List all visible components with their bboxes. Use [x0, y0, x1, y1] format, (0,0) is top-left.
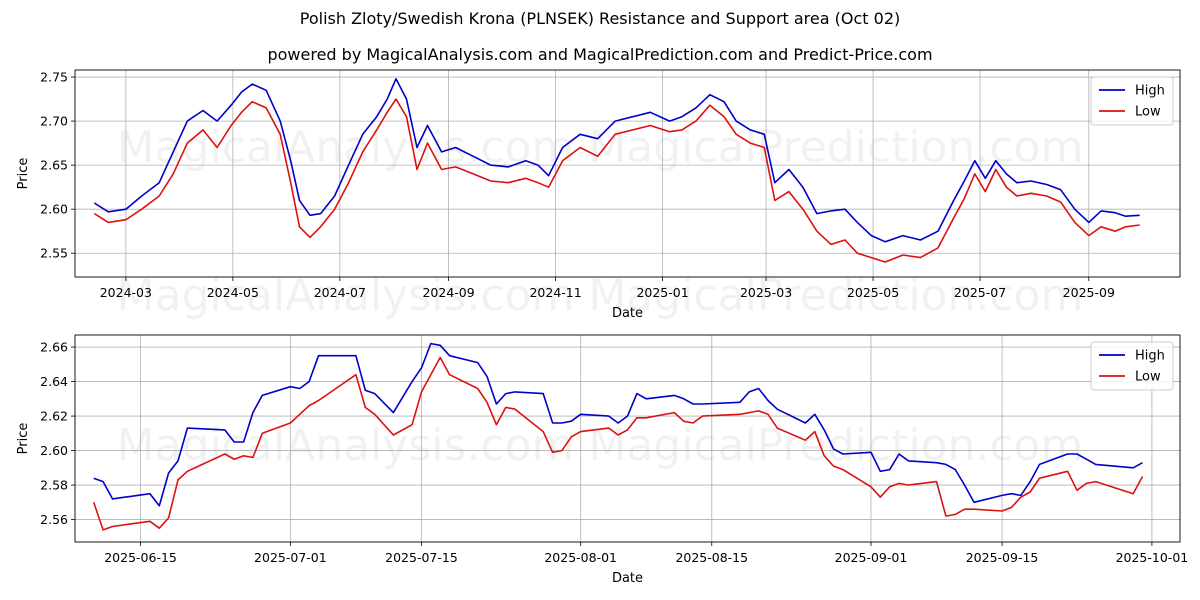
- series-line-low: [93, 98, 1140, 263]
- x-tick-label: 2025-08-15: [675, 550, 748, 565]
- y-tick-label: 2.70: [40, 114, 68, 129]
- x-tick-label: 2025-07-01: [254, 550, 327, 565]
- x-tick-label: 2025-03: [740, 285, 792, 300]
- x-tick-label: 2024-03: [100, 285, 152, 300]
- plot-frame: [74, 69, 1181, 278]
- panel-recent-zoom: 2025-06-15 2025-07-01 2025-07-15 2025-08-01…: [16, 334, 1189, 586]
- x-tick-label: 2025-01: [636, 285, 688, 300]
- legend-label-low: Low: [1135, 105, 1161, 120]
- plot-frame: [74, 334, 1181, 543]
- x-tick-label: 2025-08-01: [544, 550, 617, 565]
- y-tick-label: 2.60: [40, 202, 68, 217]
- y-tick-label: 2.60: [40, 443, 68, 458]
- x-axis-label: Date: [612, 306, 643, 321]
- watermark-top-2: MagicalAnalysis.com MagicalPrediction.co…: [117, 270, 1084, 321]
- x-tick-label: 2024-07: [314, 285, 366, 300]
- legend-label-low: Low: [1135, 370, 1161, 385]
- legend-label-high: High: [1135, 84, 1165, 99]
- legend: High Low: [1090, 76, 1174, 126]
- y-tick-label: 2.65: [40, 158, 68, 173]
- x-tick-label: 2025-09-15: [966, 550, 1039, 565]
- panel-full-history: 2024-03 2024-05 2024-07 2024-09 2024-11 2025-…: [16, 69, 1181, 321]
- y-tick-label: 2.55: [40, 246, 68, 261]
- legend: High Low: [1090, 341, 1174, 391]
- x-tick-label: 2025-07-15: [385, 550, 458, 565]
- x-tick-label: 2025-06-15: [104, 550, 177, 565]
- x-tick-label: 2025-10-01: [1116, 550, 1189, 565]
- x-tick-label: 2025-05: [847, 285, 899, 300]
- series-line-high: [93, 78, 1140, 243]
- x-tick-label: 2024-05: [207, 285, 259, 300]
- x-tick-label: 2025-09: [1063, 285, 1115, 300]
- chart-subtitle: powered by MagicalAnalysis.com and Magic…: [267, 45, 933, 64]
- y-tick-label: 2.58: [40, 478, 68, 493]
- y-tick-label: 2.62: [40, 409, 68, 424]
- legend-box: [1090, 76, 1174, 126]
- x-tick-label: 2024-11: [529, 285, 581, 300]
- y-tick-label: 2.64: [40, 374, 68, 389]
- x-tick-label: 2025-07: [954, 285, 1006, 300]
- y-axis-label: Price: [16, 423, 31, 455]
- legend-box: [1090, 341, 1174, 391]
- x-axis-label: Date: [612, 571, 643, 586]
- y-tick-label: 2.75: [40, 70, 68, 85]
- y-tick-label: 2.66: [40, 340, 68, 355]
- y-tick-label: 2.56: [40, 512, 68, 527]
- y-axis-label: Price: [16, 158, 31, 190]
- series-line-low: [92, 356, 1144, 531]
- series-line-high: [93, 342, 1143, 507]
- x-tick-label: 2024-09: [422, 285, 474, 300]
- legend-label-high: High: [1135, 349, 1165, 364]
- x-tick-label: 2025-09-01: [835, 550, 908, 565]
- chart-title: Polish Zloty/Swedish Krona (PLNSEK) Resi…: [299, 9, 901, 28]
